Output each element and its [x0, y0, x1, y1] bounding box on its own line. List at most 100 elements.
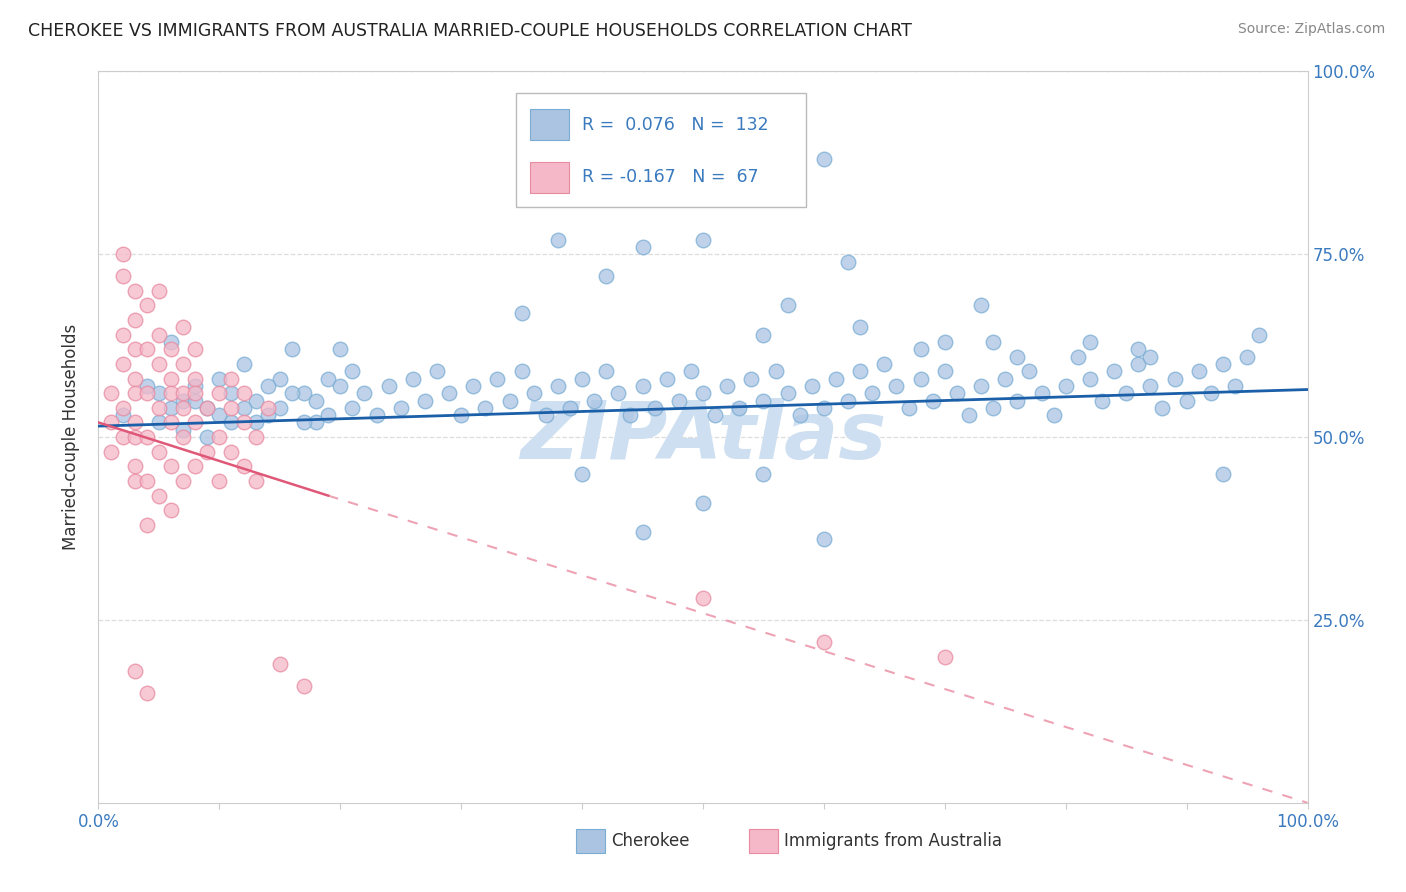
Point	[1042, 408, 1064, 422]
Point	[342, 364, 364, 378]
Point	[245, 416, 267, 430]
Point	[124, 459, 146, 474]
Point	[1078, 371, 1101, 385]
Point	[232, 416, 254, 430]
Point	[195, 444, 218, 458]
Point	[619, 408, 641, 422]
Point	[752, 393, 775, 408]
Point	[172, 401, 194, 415]
Point	[221, 386, 243, 401]
Point	[981, 334, 1004, 349]
Point	[208, 474, 231, 488]
Point	[463, 379, 485, 393]
Point	[1091, 393, 1114, 408]
Point	[752, 327, 775, 342]
Point	[583, 393, 606, 408]
Point	[124, 430, 146, 444]
Point	[184, 343, 207, 357]
Point	[160, 386, 183, 401]
Point	[450, 408, 472, 422]
Point	[195, 401, 218, 415]
Point	[752, 467, 775, 481]
Point	[100, 386, 122, 401]
Point	[1199, 386, 1222, 401]
Point	[172, 386, 194, 401]
Point	[245, 474, 267, 488]
Point	[184, 371, 207, 385]
Point	[970, 379, 993, 393]
Point	[184, 379, 207, 393]
Point	[172, 474, 194, 488]
Point	[208, 430, 231, 444]
Point	[679, 364, 702, 378]
Point	[547, 233, 569, 247]
Point	[221, 416, 243, 430]
Point	[571, 371, 593, 385]
Point	[934, 334, 956, 349]
Point	[631, 240, 654, 254]
Point	[389, 401, 412, 415]
Point	[1139, 379, 1161, 393]
Point	[413, 393, 436, 408]
Point	[934, 649, 956, 664]
Point	[256, 401, 278, 415]
Point	[269, 401, 291, 415]
Point	[148, 489, 170, 503]
Point	[704, 408, 727, 422]
Point	[305, 416, 328, 430]
Point	[776, 386, 799, 401]
Point	[1175, 393, 1198, 408]
Point	[148, 416, 170, 430]
Text: ZIPAtlas: ZIPAtlas	[520, 398, 886, 476]
Point	[510, 306, 533, 320]
Point	[1018, 364, 1040, 378]
Point	[232, 386, 254, 401]
Point	[474, 401, 496, 415]
Point	[256, 379, 278, 393]
Point	[849, 364, 872, 378]
Point	[135, 386, 157, 401]
Point	[292, 416, 315, 430]
Point	[148, 401, 170, 415]
Point	[111, 327, 134, 342]
FancyBboxPatch shape	[530, 162, 569, 193]
Point	[994, 371, 1017, 385]
Point	[111, 357, 134, 371]
Point	[160, 401, 183, 415]
Point	[789, 408, 811, 422]
Point	[486, 371, 509, 385]
Point	[716, 379, 738, 393]
Point	[1152, 401, 1174, 415]
Point	[692, 233, 714, 247]
Point	[245, 393, 267, 408]
Point	[1078, 334, 1101, 349]
Point	[595, 269, 617, 284]
Point	[571, 467, 593, 481]
Point	[813, 401, 835, 415]
FancyBboxPatch shape	[530, 110, 569, 140]
Point	[221, 371, 243, 385]
Bar	[749, 830, 778, 853]
Point	[160, 343, 183, 357]
Point	[921, 393, 943, 408]
Point	[232, 459, 254, 474]
Text: Cherokee: Cherokee	[612, 832, 689, 850]
Point	[1128, 343, 1150, 357]
Point	[813, 635, 835, 649]
Point	[547, 379, 569, 393]
Point	[135, 343, 157, 357]
Point	[692, 386, 714, 401]
Point	[402, 371, 425, 385]
Text: Immigrants from Australia: Immigrants from Australia	[785, 832, 1002, 850]
Point	[208, 371, 231, 385]
Point	[160, 371, 183, 385]
Point	[232, 357, 254, 371]
Point	[1067, 350, 1090, 364]
Point	[124, 284, 146, 298]
Point	[644, 401, 666, 415]
Point	[353, 386, 375, 401]
Point	[111, 408, 134, 422]
Point	[329, 379, 352, 393]
Point	[148, 444, 170, 458]
Point	[800, 379, 823, 393]
